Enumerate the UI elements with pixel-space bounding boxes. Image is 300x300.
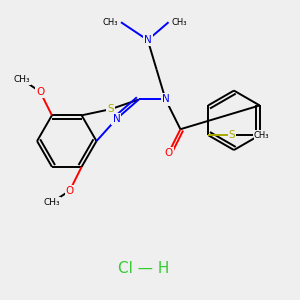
Text: N: N xyxy=(112,114,120,124)
Text: CH₃: CH₃ xyxy=(44,198,60,207)
Text: S: S xyxy=(107,104,114,114)
Text: CH₃: CH₃ xyxy=(171,18,187,27)
Text: CH₃: CH₃ xyxy=(103,18,118,27)
Text: O: O xyxy=(66,186,74,196)
Text: N: N xyxy=(144,35,152,45)
Text: CH₃: CH₃ xyxy=(14,75,31,84)
Text: Cl — H: Cl — H xyxy=(118,261,170,276)
Text: CH₃: CH₃ xyxy=(254,131,269,140)
Text: O: O xyxy=(36,87,44,97)
Text: N: N xyxy=(162,94,170,104)
Text: S: S xyxy=(229,130,235,140)
Text: O: O xyxy=(164,148,173,158)
